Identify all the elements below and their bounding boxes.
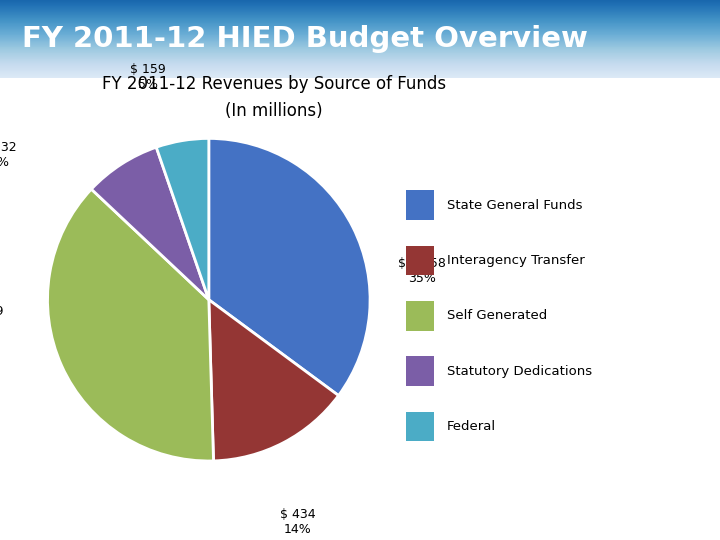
Wedge shape: [91, 147, 209, 300]
Text: $ 232
8%: $ 232 8%: [0, 140, 17, 168]
Text: $ 1 129
37%: $ 1 129 37%: [0, 305, 4, 333]
Text: FY 2011-12 Revenues by Source of Funds: FY 2011-12 Revenues by Source of Funds: [102, 75, 446, 93]
Text: Federal: Federal: [446, 420, 495, 433]
Text: Interagency Transfer: Interagency Transfer: [446, 254, 585, 267]
Text: Self Generated: Self Generated: [446, 309, 546, 322]
Bar: [406, 191, 434, 220]
Bar: [406, 356, 434, 386]
Text: State General Funds: State General Funds: [446, 199, 582, 212]
Wedge shape: [48, 189, 214, 461]
Text: FY 2011-12 HIED Budget Overview: FY 2011-12 HIED Budget Overview: [22, 25, 588, 53]
Text: $ 434
14%: $ 434 14%: [279, 508, 315, 536]
Text: Statutory Dedications: Statutory Dedications: [446, 364, 592, 378]
Text: $ 1 058
35%: $ 1 058 35%: [397, 256, 446, 285]
Bar: [406, 301, 434, 330]
Text: $ 159
5%: $ 159 5%: [130, 63, 166, 91]
Bar: [406, 246, 434, 275]
Wedge shape: [209, 300, 338, 461]
Bar: [406, 411, 434, 442]
Text: (In millions): (In millions): [225, 102, 323, 120]
Wedge shape: [209, 138, 370, 395]
Wedge shape: [156, 138, 209, 300]
Text: Total = $3.012b: Total = $3.012b: [430, 137, 564, 152]
